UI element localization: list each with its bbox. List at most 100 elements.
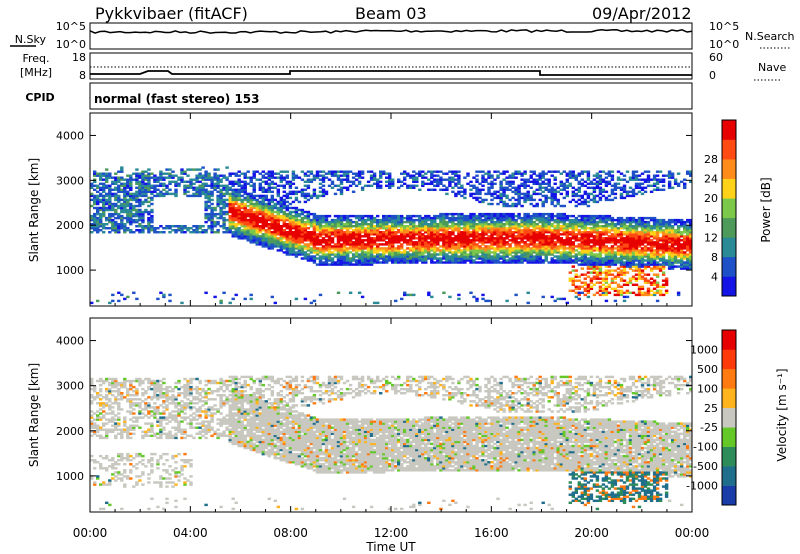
heatmap-cell [108, 200, 112, 204]
heatmap-cell [264, 194, 269, 198]
heatmap-cell [610, 225, 615, 228]
heatmap-cell [108, 206, 112, 210]
heatmap-cell [568, 279, 573, 282]
heatmap-cell [270, 235, 275, 238]
heatmap-cell [490, 220, 494, 224]
heatmap-cell [315, 263, 320, 266]
heatmap-cell [330, 263, 335, 266]
heatmap-cell [366, 241, 371, 244]
heatmap-cell [496, 190, 500, 194]
heatmap-cell [120, 190, 124, 194]
heatmap-cell [481, 225, 485, 228]
heatmap-cell [360, 216, 365, 220]
heatmap-cell [556, 186, 560, 190]
heatmap-cell [553, 247, 557, 250]
heatmap-cell [285, 225, 290, 228]
heatmap-cell [619, 196, 624, 200]
heatmap-cell [192, 225, 196, 228]
heatmap-cell [433, 247, 437, 250]
heatmap-cell [598, 218, 603, 222]
heatmap-cell [267, 243, 272, 246]
heatmap-cell [219, 299, 223, 303]
heatmap-cell [439, 225, 443, 228]
heatmap-cell [162, 178, 166, 181]
heatmap-cell [102, 214, 106, 218]
heatmap-cell [225, 229, 229, 232]
heatmap-cell [129, 196, 133, 200]
heatmap-cell [637, 257, 642, 260]
heatmap-cell [379, 255, 383, 258]
heatmap-cell [619, 241, 624, 244]
heatmap-cell [312, 249, 317, 252]
heatmap-cell [246, 223, 250, 226]
heatmap-cell [598, 233, 603, 236]
heatmap-cell [619, 218, 624, 222]
heatmap-cell [297, 231, 302, 234]
heatmap-cell [348, 235, 353, 238]
heatmap-cell [538, 212, 542, 216]
heatmap-cell [541, 218, 545, 222]
heatmap-cell [126, 178, 130, 181]
heatmap-cell [294, 212, 299, 216]
heatmap-cell [598, 220, 603, 224]
heatmap-cell [544, 200, 548, 204]
heatmap-cell [538, 214, 542, 218]
heatmap-cell [90, 223, 94, 226]
heatmap-cell [276, 245, 281, 248]
heatmap-cell [571, 255, 576, 258]
heatmap-cell [502, 218, 506, 222]
heatmap-cell [360, 235, 365, 238]
heatmap-cell [150, 210, 154, 214]
heatmap-cell [105, 223, 109, 226]
heatmap-cell [631, 229, 636, 232]
heatmap-cell [318, 174, 323, 177]
heatmap-cell [351, 249, 356, 252]
heatmap-cell [436, 257, 440, 260]
heatmap-cell [418, 235, 422, 238]
heatmap-cell [580, 216, 585, 220]
heatmap-cell [102, 206, 106, 210]
heatmap-cell [369, 253, 374, 256]
heatmap-cell [619, 251, 624, 254]
heatmap-cell [481, 198, 485, 202]
heatmap-cell [216, 196, 220, 200]
heatmap-cell [496, 237, 500, 240]
heatmap-cell [604, 253, 609, 256]
heatmap-cell [622, 178, 627, 181]
heatmap-cell [598, 293, 603, 297]
heatmap-cell [448, 251, 452, 254]
heatmap-cell [207, 178, 211, 181]
heatmap-cell [499, 227, 503, 230]
heatmap-cell [243, 297, 247, 301]
heatmap-cell [454, 170, 458, 173]
heatmap-cell [571, 279, 576, 282]
heatmap-cell [448, 261, 452, 264]
heatmap-cell [126, 229, 130, 232]
heatmap-cell [619, 285, 624, 289]
heatmap-cell [475, 170, 479, 173]
heatmap-cell [123, 190, 127, 194]
heatmap-cell [451, 259, 455, 262]
heatmap-cell [595, 249, 600, 252]
heatmap-cell [586, 275, 591, 278]
heatmap-cell [589, 218, 594, 222]
heatmap-cell [312, 261, 317, 264]
heatmap-cell [517, 233, 521, 236]
heatmap-cell [285, 182, 290, 186]
heatmap-cell [141, 218, 145, 222]
heatmap-cell [258, 220, 263, 224]
heatmap-cell [264, 180, 269, 184]
heatmap-cell [550, 198, 554, 202]
heatmap-cell [406, 216, 410, 220]
heatmap-cell [324, 241, 329, 244]
heatmap-cell [616, 223, 621, 226]
heatmap-cell [469, 239, 473, 242]
heatmap-cell [216, 184, 220, 188]
heatmap-cell [267, 247, 272, 250]
heatmap-cell [222, 227, 226, 230]
heatmap-cell [595, 227, 600, 230]
heatmap-cell [622, 174, 627, 177]
heatmap-cell [294, 235, 299, 238]
heatmap-cell [303, 233, 308, 236]
heatmap-cell [279, 227, 284, 230]
